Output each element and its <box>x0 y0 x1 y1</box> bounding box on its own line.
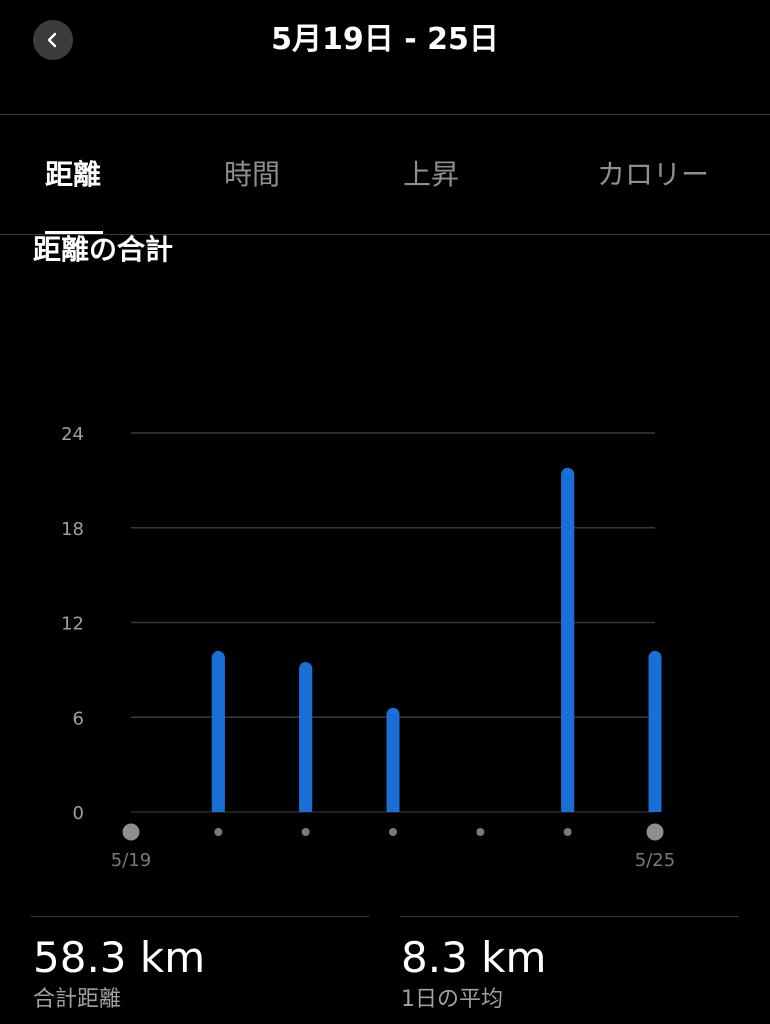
bar-base <box>211 657 225 812</box>
tab-calories[interactable]: カロリー <box>597 158 710 191</box>
active-tab-indicator <box>45 231 103 234</box>
tab-elevation[interactable]: 上昇 <box>403 158 460 191</box>
y-tick-label: 18 <box>61 519 84 540</box>
x-axis-dot <box>214 828 223 836</box>
daily-average-label: 1日の平均 <box>401 987 503 1012</box>
bar-base <box>386 714 400 812</box>
divider <box>400 916 738 917</box>
total-distance-value: 58.3 km <box>33 933 206 982</box>
daily-average-value: 8.3 km <box>401 933 547 982</box>
x-axis-dot <box>476 828 485 836</box>
total-distance-label: 合計距離 <box>33 987 122 1012</box>
tab-bar: 距離 時間 上昇 カロリー <box>0 115 770 235</box>
x-axis-dot <box>122 823 140 841</box>
bar-base <box>561 474 575 812</box>
x-axis-dot <box>301 828 310 836</box>
header: 5月19日 - 25日 <box>0 0 770 115</box>
x-axis-dot <box>646 823 664 841</box>
x-axis-dot <box>389 828 397 836</box>
y-tick-label: 0 <box>73 803 84 824</box>
x-tick-label: 5/19 <box>111 850 151 871</box>
back-button[interactable] <box>33 20 73 60</box>
y-tick-label: 6 <box>73 708 84 729</box>
tab-time[interactable]: 時間 <box>224 158 281 191</box>
y-tick-label: 24 <box>61 424 84 445</box>
x-tick-label: 5/25 <box>635 850 675 871</box>
tab-distance[interactable]: 距離 <box>45 158 102 191</box>
section-title: 距離の合計 <box>33 233 174 266</box>
bar-base <box>299 668 313 812</box>
page-title: 5月19日 - 25日 <box>271 22 499 57</box>
bar-base <box>648 657 662 812</box>
divider <box>31 916 369 917</box>
y-tick-label: 12 <box>61 614 84 635</box>
chevron-left-icon <box>47 32 57 48</box>
x-axis-dot <box>563 828 572 836</box>
distance-bar-chart: 0 6 12 18 24 5/19 5/25 <box>61 424 675 871</box>
